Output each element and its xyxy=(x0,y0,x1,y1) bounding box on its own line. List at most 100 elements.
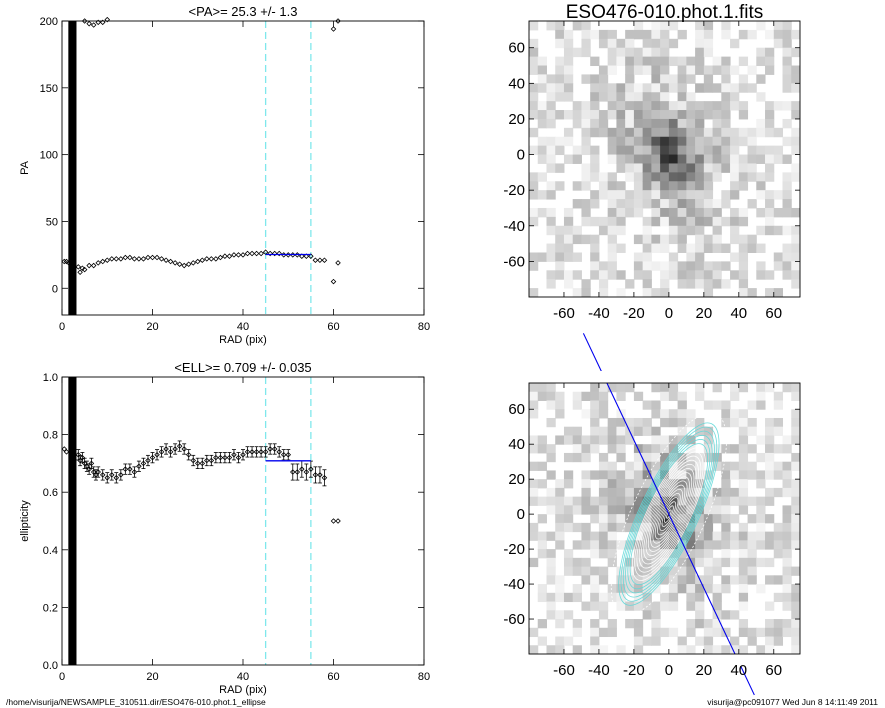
pixel-cell xyxy=(677,452,687,463)
pixel-cell xyxy=(738,207,749,218)
pixel-cell xyxy=(738,172,749,182)
pixel-cell xyxy=(563,92,574,102)
pixel-cell xyxy=(782,154,792,164)
pixel-cell xyxy=(738,252,749,262)
pixel-cell xyxy=(738,557,749,568)
pixel-cell xyxy=(581,21,591,31)
pixel-cell xyxy=(546,163,556,173)
pixel-cell xyxy=(590,505,600,515)
pixel-cell xyxy=(581,163,591,173)
data-point xyxy=(86,20,92,27)
pixel-cell xyxy=(686,549,696,559)
pixel-cell xyxy=(555,234,565,245)
pixel-cell xyxy=(616,145,626,156)
data-marker xyxy=(81,266,88,273)
pixel-cell xyxy=(651,531,661,541)
pixel-cell xyxy=(598,452,609,463)
pixel-cell xyxy=(616,118,626,129)
pixel-cell xyxy=(529,110,539,120)
pixel-cell xyxy=(738,56,749,67)
pixel-cell xyxy=(616,56,626,67)
pixel-cell xyxy=(686,461,696,471)
pixel-cell xyxy=(695,252,705,262)
pixel-cell xyxy=(625,479,635,489)
pixel-cell xyxy=(563,243,574,253)
pixel-cell xyxy=(738,83,749,93)
pixel-cell xyxy=(773,575,784,585)
pixel-cell xyxy=(537,514,547,524)
pixel-cell xyxy=(537,435,547,445)
pixel-cell xyxy=(555,400,565,410)
pixel-cell xyxy=(730,461,740,471)
pixel-cell xyxy=(730,38,740,49)
pixel-cell xyxy=(625,190,635,200)
pixel-cell xyxy=(633,92,644,102)
pixel-cell xyxy=(563,136,574,147)
pixel-cell xyxy=(563,636,574,646)
pixel-cell xyxy=(773,636,784,646)
pixel-cell xyxy=(695,118,705,129)
data-marker xyxy=(235,454,242,461)
pixel-cell xyxy=(633,557,644,568)
pixel-cell xyxy=(721,74,731,84)
pixel-cell xyxy=(668,21,679,31)
pixel-cell xyxy=(642,118,652,129)
pixel-cell xyxy=(537,252,547,262)
data-point xyxy=(90,262,97,269)
data-marker xyxy=(190,260,196,266)
isophote xyxy=(663,505,674,523)
data-marker xyxy=(181,262,187,269)
pixel-cell xyxy=(625,575,635,585)
pixel-cell xyxy=(581,444,591,454)
data-marker xyxy=(231,252,237,258)
pixel-cell xyxy=(677,172,687,182)
data-point xyxy=(167,446,174,458)
pixel-cell xyxy=(677,181,687,191)
data-point xyxy=(181,443,187,455)
pixel-cell xyxy=(642,522,652,533)
pixel-cell xyxy=(555,252,565,262)
pixel-cell xyxy=(598,181,609,191)
data-point xyxy=(163,443,169,455)
data-marker xyxy=(109,256,115,262)
pixel-cell xyxy=(721,101,731,111)
pixel-cell xyxy=(563,154,574,164)
pixel-cell xyxy=(616,101,626,111)
pixel-cell xyxy=(529,288,539,298)
pixel-cell xyxy=(756,391,766,401)
pixel-cell xyxy=(651,207,661,218)
pixel-cell xyxy=(642,38,652,49)
pixel-cell xyxy=(572,540,582,550)
pixel-cell xyxy=(660,279,670,289)
pixel-cell xyxy=(572,496,582,506)
pixel-cell xyxy=(677,575,687,585)
pixel-cell xyxy=(773,619,784,629)
pixel-cell xyxy=(642,47,652,58)
pixel-cell xyxy=(765,101,775,111)
pixel-cell xyxy=(730,496,740,506)
pixel-cell xyxy=(738,566,749,576)
pixel-cell xyxy=(686,127,696,138)
data-marker xyxy=(113,475,120,481)
pixel-cell xyxy=(529,383,539,393)
pixel-cell xyxy=(633,154,644,164)
pixel-cell xyxy=(712,514,722,524)
pixel-cell xyxy=(738,584,749,594)
pixel-cell xyxy=(730,225,740,236)
pixel-cell xyxy=(651,74,661,84)
pixel-cell xyxy=(712,270,722,280)
data-point xyxy=(75,264,82,270)
pixel-cell xyxy=(590,154,600,164)
pixel-cell xyxy=(581,452,591,463)
data-marker xyxy=(75,451,82,458)
inner-region-band xyxy=(68,21,77,315)
pixel-cell xyxy=(598,74,609,84)
y-tick-label: -20 xyxy=(503,182,525,199)
pixel-cell xyxy=(686,145,696,156)
pixel-cell xyxy=(686,417,696,428)
pixel-cell xyxy=(668,216,679,227)
pixel-cell xyxy=(782,566,792,576)
pixel-cell xyxy=(537,136,547,147)
pixel-cell xyxy=(765,288,775,298)
pixel-cell xyxy=(633,514,644,524)
